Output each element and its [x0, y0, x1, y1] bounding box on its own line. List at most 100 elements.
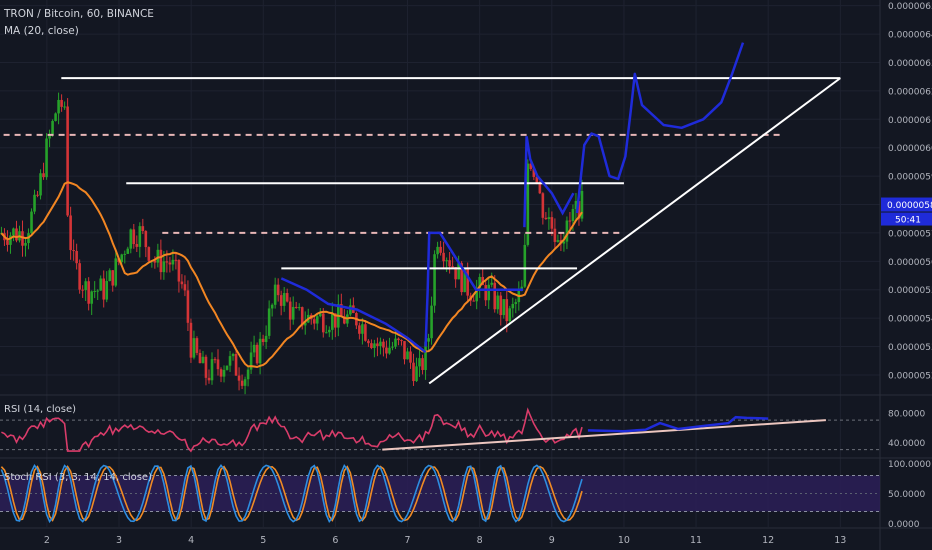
candle-body[interactable] — [15, 228, 18, 241]
candle-body[interactable] — [463, 268, 466, 293]
candle-body[interactable] — [457, 263, 460, 280]
candle-body[interactable] — [225, 365, 229, 370]
candle-body[interactable] — [231, 353, 235, 357]
candle-body[interactable] — [466, 268, 469, 296]
candle-body[interactable] — [6, 240, 9, 245]
candle-body[interactable] — [523, 244, 527, 287]
candle-body[interactable] — [249, 352, 253, 370]
candle-body[interactable] — [475, 287, 478, 302]
rsi-support-line[interactable] — [382, 419, 826, 451]
candle-body[interactable] — [48, 134, 51, 139]
candle-body[interactable] — [291, 306, 295, 320]
candle-body[interactable] — [418, 358, 421, 367]
candle-body[interactable] — [487, 284, 491, 301]
candle-body[interactable] — [255, 344, 259, 364]
candle-body[interactable] — [376, 343, 379, 347]
candle-body[interactable] — [439, 246, 442, 253]
candle-body[interactable] — [186, 290, 190, 323]
drawing-layer[interactable] — [3, 42, 841, 451]
candle-body[interactable] — [198, 352, 202, 364]
candle-body[interactable] — [93, 290, 96, 292]
main-price-pane[interactable] — [0, 92, 584, 395]
candle-body[interactable] — [81, 289, 84, 291]
candle-body[interactable] — [424, 341, 427, 370]
candle-body[interactable] — [391, 346, 394, 348]
candle-body[interactable] — [385, 347, 388, 354]
candle-body[interactable] — [258, 338, 262, 364]
candle-body[interactable] — [108, 270, 112, 281]
candle-body[interactable] — [343, 316, 346, 324]
candle-body[interactable] — [312, 319, 316, 324]
candle-body[interactable] — [421, 358, 424, 370]
candle-body[interactable] — [294, 306, 298, 308]
candle-body[interactable] — [324, 332, 328, 334]
candle-body[interactable] — [177, 260, 181, 282]
candle-body[interactable] — [496, 295, 500, 310]
drawn-path[interactable] — [523, 136, 575, 228]
candle-body[interactable] — [216, 359, 220, 370]
candle-body[interactable] — [297, 307, 301, 309]
candle-body[interactable] — [397, 338, 400, 341]
candle-body[interactable] — [427, 338, 430, 342]
candle-body[interactable] — [270, 304, 274, 309]
candle-body[interactable] — [481, 276, 485, 286]
candle-body[interactable] — [57, 99, 60, 114]
candle-body[interactable] — [340, 304, 343, 317]
candle-body[interactable] — [562, 241, 566, 244]
candle-body[interactable] — [565, 220, 569, 242]
candle-body[interactable] — [207, 377, 211, 381]
candle-body[interactable] — [42, 173, 45, 178]
candle-body[interactable] — [315, 316, 319, 324]
candle-body[interactable] — [240, 380, 244, 386]
candle-body[interactable] — [415, 366, 418, 382]
candle-body[interactable] — [243, 379, 247, 386]
candle-body[interactable] — [403, 341, 406, 360]
candle-body[interactable] — [367, 340, 370, 344]
candle-body[interactable] — [571, 209, 575, 222]
candle-body[interactable] — [120, 254, 124, 263]
candle-body[interactable] — [532, 168, 536, 177]
candle-body[interactable] — [156, 249, 160, 263]
candle-body[interactable] — [472, 300, 475, 302]
candle-body[interactable] — [538, 183, 542, 194]
candle-body[interactable] — [159, 249, 163, 273]
candle-body[interactable] — [394, 338, 397, 347]
candle-body[interactable] — [84, 281, 87, 291]
candle-body[interactable] — [279, 295, 283, 306]
candle-body[interactable] — [36, 194, 39, 196]
candle-body[interactable] — [460, 263, 463, 293]
candle-body[interactable] — [574, 201, 578, 210]
candle-body[interactable] — [276, 284, 280, 296]
candle-body[interactable] — [99, 278, 103, 291]
candle-body[interactable] — [526, 163, 530, 245]
drawn-path[interactable] — [424, 231, 523, 347]
candle-body[interactable] — [556, 240, 560, 242]
candle-body[interactable] — [123, 253, 127, 255]
candle-body[interactable] — [364, 324, 367, 341]
candle-body[interactable] — [547, 217, 551, 220]
candle-body[interactable] — [454, 267, 457, 280]
candle-body[interactable] — [183, 284, 187, 291]
candle-body[interactable] — [373, 343, 376, 348]
candle-body[interactable] — [502, 299, 506, 316]
candle-body[interactable] — [30, 211, 33, 234]
candle-body[interactable] — [141, 226, 145, 232]
candle-body[interactable] — [267, 308, 271, 336]
candle-body[interactable] — [412, 362, 415, 382]
candle-body[interactable] — [111, 270, 115, 286]
candle-body[interactable] — [490, 282, 494, 285]
candle-body[interactable] — [328, 329, 331, 333]
candle-body[interactable] — [361, 324, 364, 334]
candle-body[interactable] — [135, 244, 139, 247]
candle-body[interactable] — [138, 226, 142, 247]
candle-body[interactable] — [171, 259, 175, 265]
candle-body[interactable] — [219, 369, 223, 377]
candle-body[interactable] — [288, 301, 292, 320]
candle-body[interactable] — [165, 261, 169, 263]
candle-body[interactable] — [514, 302, 518, 304]
candle-body[interactable] — [529, 163, 533, 169]
candle-body[interactable] — [321, 313, 325, 333]
candle-body[interactable] — [153, 260, 157, 263]
candle-body[interactable] — [132, 229, 136, 245]
candle-body[interactable] — [114, 258, 118, 286]
